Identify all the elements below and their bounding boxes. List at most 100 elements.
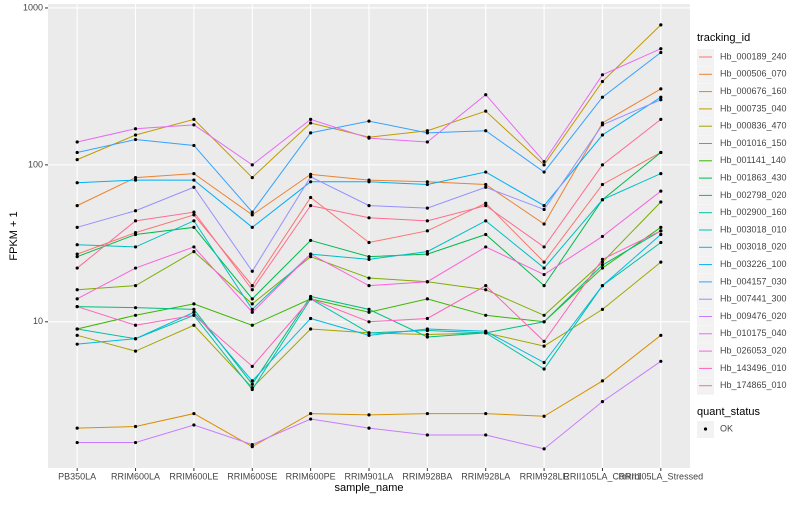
point bbox=[659, 150, 663, 155]
point bbox=[659, 333, 663, 337]
point bbox=[309, 327, 313, 331]
point bbox=[600, 307, 605, 311]
point bbox=[309, 172, 313, 176]
point bbox=[367, 310, 371, 314]
legend-label: OK bbox=[720, 423, 733, 433]
point bbox=[309, 175, 313, 179]
point bbox=[75, 297, 79, 301]
point bbox=[367, 413, 371, 417]
point bbox=[367, 331, 371, 335]
point bbox=[133, 209, 138, 213]
point bbox=[600, 123, 605, 127]
point bbox=[250, 297, 254, 301]
point bbox=[133, 137, 138, 142]
point bbox=[659, 95, 663, 99]
y-axis-title: FPKM + 1 bbox=[8, 211, 20, 260]
point bbox=[659, 232, 663, 237]
point bbox=[250, 382, 254, 386]
x-tick-label: RRIM901LA bbox=[344, 471, 393, 481]
point bbox=[542, 344, 546, 348]
point bbox=[367, 257, 371, 261]
point bbox=[542, 367, 546, 371]
point bbox=[484, 329, 488, 333]
point bbox=[367, 136, 371, 140]
point bbox=[75, 150, 79, 155]
point bbox=[192, 143, 196, 148]
point bbox=[600, 163, 605, 167]
point bbox=[192, 250, 196, 254]
x-tick-label: RRIM928BA bbox=[402, 471, 452, 481]
point bbox=[309, 131, 313, 135]
point bbox=[425, 297, 429, 301]
x-axis-title: sample_name bbox=[334, 482, 403, 494]
point bbox=[192, 219, 196, 223]
point bbox=[133, 337, 138, 341]
point bbox=[192, 423, 196, 427]
point bbox=[133, 349, 138, 353]
point bbox=[367, 320, 371, 324]
point bbox=[542, 447, 546, 451]
point bbox=[484, 170, 488, 174]
point bbox=[367, 255, 371, 259]
point bbox=[133, 306, 138, 310]
point bbox=[542, 360, 546, 365]
point bbox=[75, 243, 79, 247]
point bbox=[192, 171, 196, 176]
point bbox=[75, 327, 79, 331]
point bbox=[425, 332, 429, 337]
y-tick-label: 1000 bbox=[23, 2, 43, 12]
point bbox=[425, 140, 429, 144]
point bbox=[309, 252, 313, 256]
legend-label: Hb_000836_470 bbox=[720, 121, 787, 131]
point bbox=[250, 310, 254, 314]
point bbox=[542, 170, 546, 174]
point bbox=[484, 129, 488, 133]
point bbox=[192, 245, 196, 249]
point bbox=[600, 266, 605, 270]
point bbox=[309, 417, 313, 421]
x-tick-label: RRII105LA_Stressed bbox=[619, 471, 704, 481]
point bbox=[425, 219, 429, 223]
point bbox=[425, 131, 429, 135]
legend-label: Hb_007441_300 bbox=[720, 294, 787, 304]
point bbox=[75, 181, 79, 185]
point bbox=[250, 213, 254, 217]
point bbox=[309, 195, 313, 200]
point bbox=[659, 47, 663, 51]
point bbox=[75, 255, 79, 259]
point bbox=[309, 204, 313, 208]
point bbox=[250, 323, 254, 327]
point bbox=[425, 316, 429, 321]
point bbox=[367, 240, 371, 245]
point bbox=[542, 245, 546, 249]
point bbox=[367, 426, 371, 430]
point bbox=[542, 339, 546, 343]
point bbox=[484, 232, 488, 237]
legend-label: Hb_010175_040 bbox=[720, 328, 787, 338]
point bbox=[600, 263, 605, 267]
legend-label: Hb_002900_160 bbox=[720, 207, 787, 217]
point bbox=[425, 250, 429, 254]
legend-swatch bbox=[703, 427, 708, 431]
point bbox=[542, 313, 546, 317]
legend-label: Hb_000735_040 bbox=[720, 103, 787, 113]
point bbox=[133, 127, 138, 131]
legend-label: Hb_000189_240 bbox=[720, 51, 787, 61]
point bbox=[133, 284, 138, 288]
point bbox=[250, 442, 254, 447]
point bbox=[659, 87, 663, 91]
legend-label: Hb_001016_150 bbox=[720, 138, 787, 148]
point bbox=[484, 185, 488, 189]
legend-title: tracking_id bbox=[697, 32, 750, 44]
point bbox=[659, 260, 663, 264]
point bbox=[250, 284, 254, 288]
point bbox=[542, 163, 546, 167]
x-tick-label: RRII105LA_Control bbox=[563, 471, 641, 481]
point bbox=[600, 198, 605, 202]
point bbox=[133, 440, 138, 445]
point bbox=[484, 109, 488, 113]
point bbox=[659, 98, 663, 102]
point bbox=[75, 304, 79, 309]
point bbox=[133, 323, 138, 327]
point bbox=[484, 284, 488, 288]
